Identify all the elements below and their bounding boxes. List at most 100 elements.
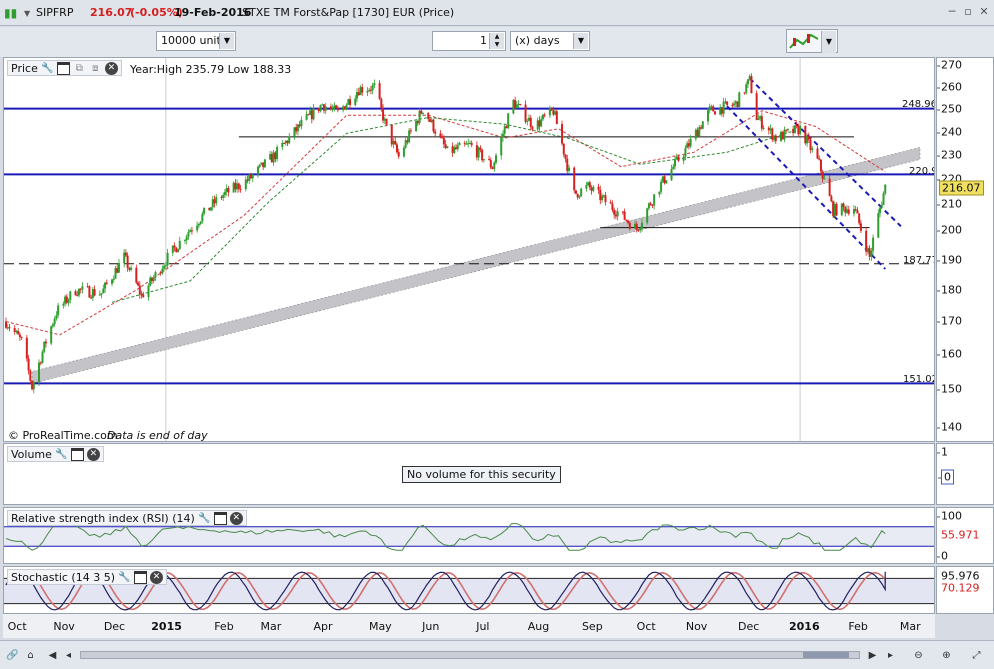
candle-body [519, 104, 522, 106]
close-icon[interactable]: ✕ [229, 511, 243, 525]
close-icon[interactable]: ✕ [150, 570, 164, 584]
status-bar: 🔗 ⌂ ◀ ◂ ▶ ▸ ⊖ ⊕ ⤢ [0, 640, 994, 669]
candle-body [835, 204, 838, 216]
chevron-down-icon[interactable]: ▼ [573, 33, 588, 49]
lock-icon[interactable]: ⌂ [27, 650, 34, 661]
zoom-fit-icon[interactable]: ⤢ [972, 650, 981, 661]
candle-body [428, 119, 431, 122]
candle-body [701, 121, 704, 129]
wrench-icon[interactable]: 🔧 [41, 62, 54, 74]
price-axis[interactable]: 270 260 250 240 230 220 210 200 190 180 … [936, 57, 994, 442]
candle-body [361, 87, 364, 93]
scrollbar-thumb[interactable] [803, 652, 849, 658]
candle-body [748, 76, 751, 80]
candle-body [856, 210, 859, 214]
candle-body [708, 106, 711, 111]
period-input[interactable]: 1 ▲ ▼ [432, 31, 506, 51]
restore-icon[interactable]: ▫ [964, 5, 972, 18]
candle-body [150, 277, 153, 282]
zoom-out-icon[interactable]: ⊖ [914, 650, 923, 661]
candle-body [152, 277, 155, 282]
close-icon[interactable]: ✕ [979, 5, 989, 18]
minimize-icon[interactable]: ─ [948, 5, 956, 18]
symbol-dropdown-icon[interactable]: ▼ [24, 9, 31, 18]
candle-body [540, 119, 543, 127]
wrench-icon[interactable]: 🔧 [118, 571, 131, 583]
candle-body [526, 120, 529, 122]
level-label-220: 220.9 [909, 166, 935, 177]
candle-body [427, 112, 430, 120]
price-pane[interactable]: Price 🔧 ⧉ ⧈ ✕ Year:High 235.79 Low 188.3… [3, 57, 935, 442]
time-axis-label: Nov [685, 620, 708, 633]
chart-app-icon: ▮▮ [4, 6, 18, 20]
volume-pane[interactable]: Volume 🔧 ✕ No volume for this security [3, 443, 935, 505]
window-icon[interactable] [70, 447, 84, 461]
candle-body [286, 140, 289, 144]
window-icon[interactable] [213, 511, 227, 525]
candle-body [422, 112, 425, 114]
close-icon[interactable]: ✕ [86, 447, 100, 461]
period-unit-select[interactable]: (x) days ▼ [510, 31, 590, 51]
candle-body [649, 203, 652, 205]
time-axis-label: Feb [848, 620, 868, 633]
candle-body [166, 252, 169, 266]
candle-body [105, 282, 108, 284]
scrollbar-track[interactable] [80, 651, 860, 659]
scroll-right-end-icon[interactable]: ▸ [887, 650, 894, 661]
period-stepper-icon[interactable]: ▲ ▼ [489, 33, 504, 49]
period-value: 1 [480, 34, 487, 47]
candle-body [147, 285, 150, 298]
copy-icon[interactable]: ⧉ [75, 62, 83, 74]
candle-body [481, 149, 484, 161]
window-icon[interactable] [56, 61, 70, 75]
candle-body [38, 362, 41, 382]
candle-body [406, 140, 409, 143]
wrench-icon[interactable]: 🔧 [55, 448, 68, 460]
time-axis[interactable]: Oct Nov Dec 2015 Feb Mar Apr May Jun Jul Aug Sep Oct… [3, 614, 935, 638]
candle-body [258, 164, 261, 167]
stochastic-pane-header: Stochastic (14 3 5) 🔧 ✕ [7, 569, 168, 585]
scroll-left-icon[interactable]: ◀ [48, 650, 57, 661]
volume-tick: 0 [938, 469, 954, 485]
level-label-151: 151.02 [903, 374, 935, 385]
rsi-pane[interactable]: Relative strength index (RSI) (14) 🔧 ✕ [3, 507, 935, 564]
wrench-icon[interactable]: 🔧 [198, 512, 211, 524]
candle-body [246, 179, 249, 181]
candle-body [517, 104, 520, 106]
candle-body [130, 267, 133, 270]
candle-body [661, 176, 664, 182]
candle-body [123, 252, 126, 264]
candle-body [614, 214, 617, 217]
candle-body [601, 195, 604, 201]
candle-body [677, 156, 680, 161]
candle-body [514, 99, 517, 109]
zoom-in-icon[interactable]: ⊕ [942, 650, 951, 661]
candle-body [515, 104, 518, 109]
candle-body [880, 204, 883, 208]
link-icon[interactable]: 🔗 [6, 650, 19, 661]
chart-type-button[interactable]: ▼ [786, 29, 838, 53]
window-icon[interactable] [134, 570, 148, 584]
close-icon[interactable]: ✕ [104, 61, 118, 75]
candle-body [713, 111, 716, 115]
candle-body [724, 101, 727, 103]
chevron-down-icon[interactable]: ▼ [821, 31, 836, 53]
candle-body [491, 167, 494, 169]
chevron-down-icon[interactable]: ▼ [219, 33, 234, 49]
units-select[interactable]: 10000 units ▼ [156, 31, 236, 51]
stochastic-pane[interactable]: Stochastic (14 3 5) 🔧 ✕ [3, 566, 935, 614]
volume-pane-header: Volume 🔧 ✕ [7, 446, 104, 462]
down-channel-lower [726, 105, 886, 270]
export-icon[interactable]: ⧈ [92, 62, 99, 74]
candle-body [6, 327, 9, 329]
candle-body [458, 142, 461, 146]
candle-body [767, 127, 770, 131]
scroll-right-icon[interactable]: ▶ [868, 650, 877, 661]
time-axis-label: Dec [103, 620, 126, 633]
symbol-label[interactable]: SIPFRP [36, 6, 74, 19]
candle-body [567, 167, 570, 171]
candle-body [15, 330, 18, 333]
candle-body [623, 211, 626, 220]
candle-body [51, 324, 54, 327]
scroll-left-end-icon[interactable]: ◂ [65, 650, 72, 661]
